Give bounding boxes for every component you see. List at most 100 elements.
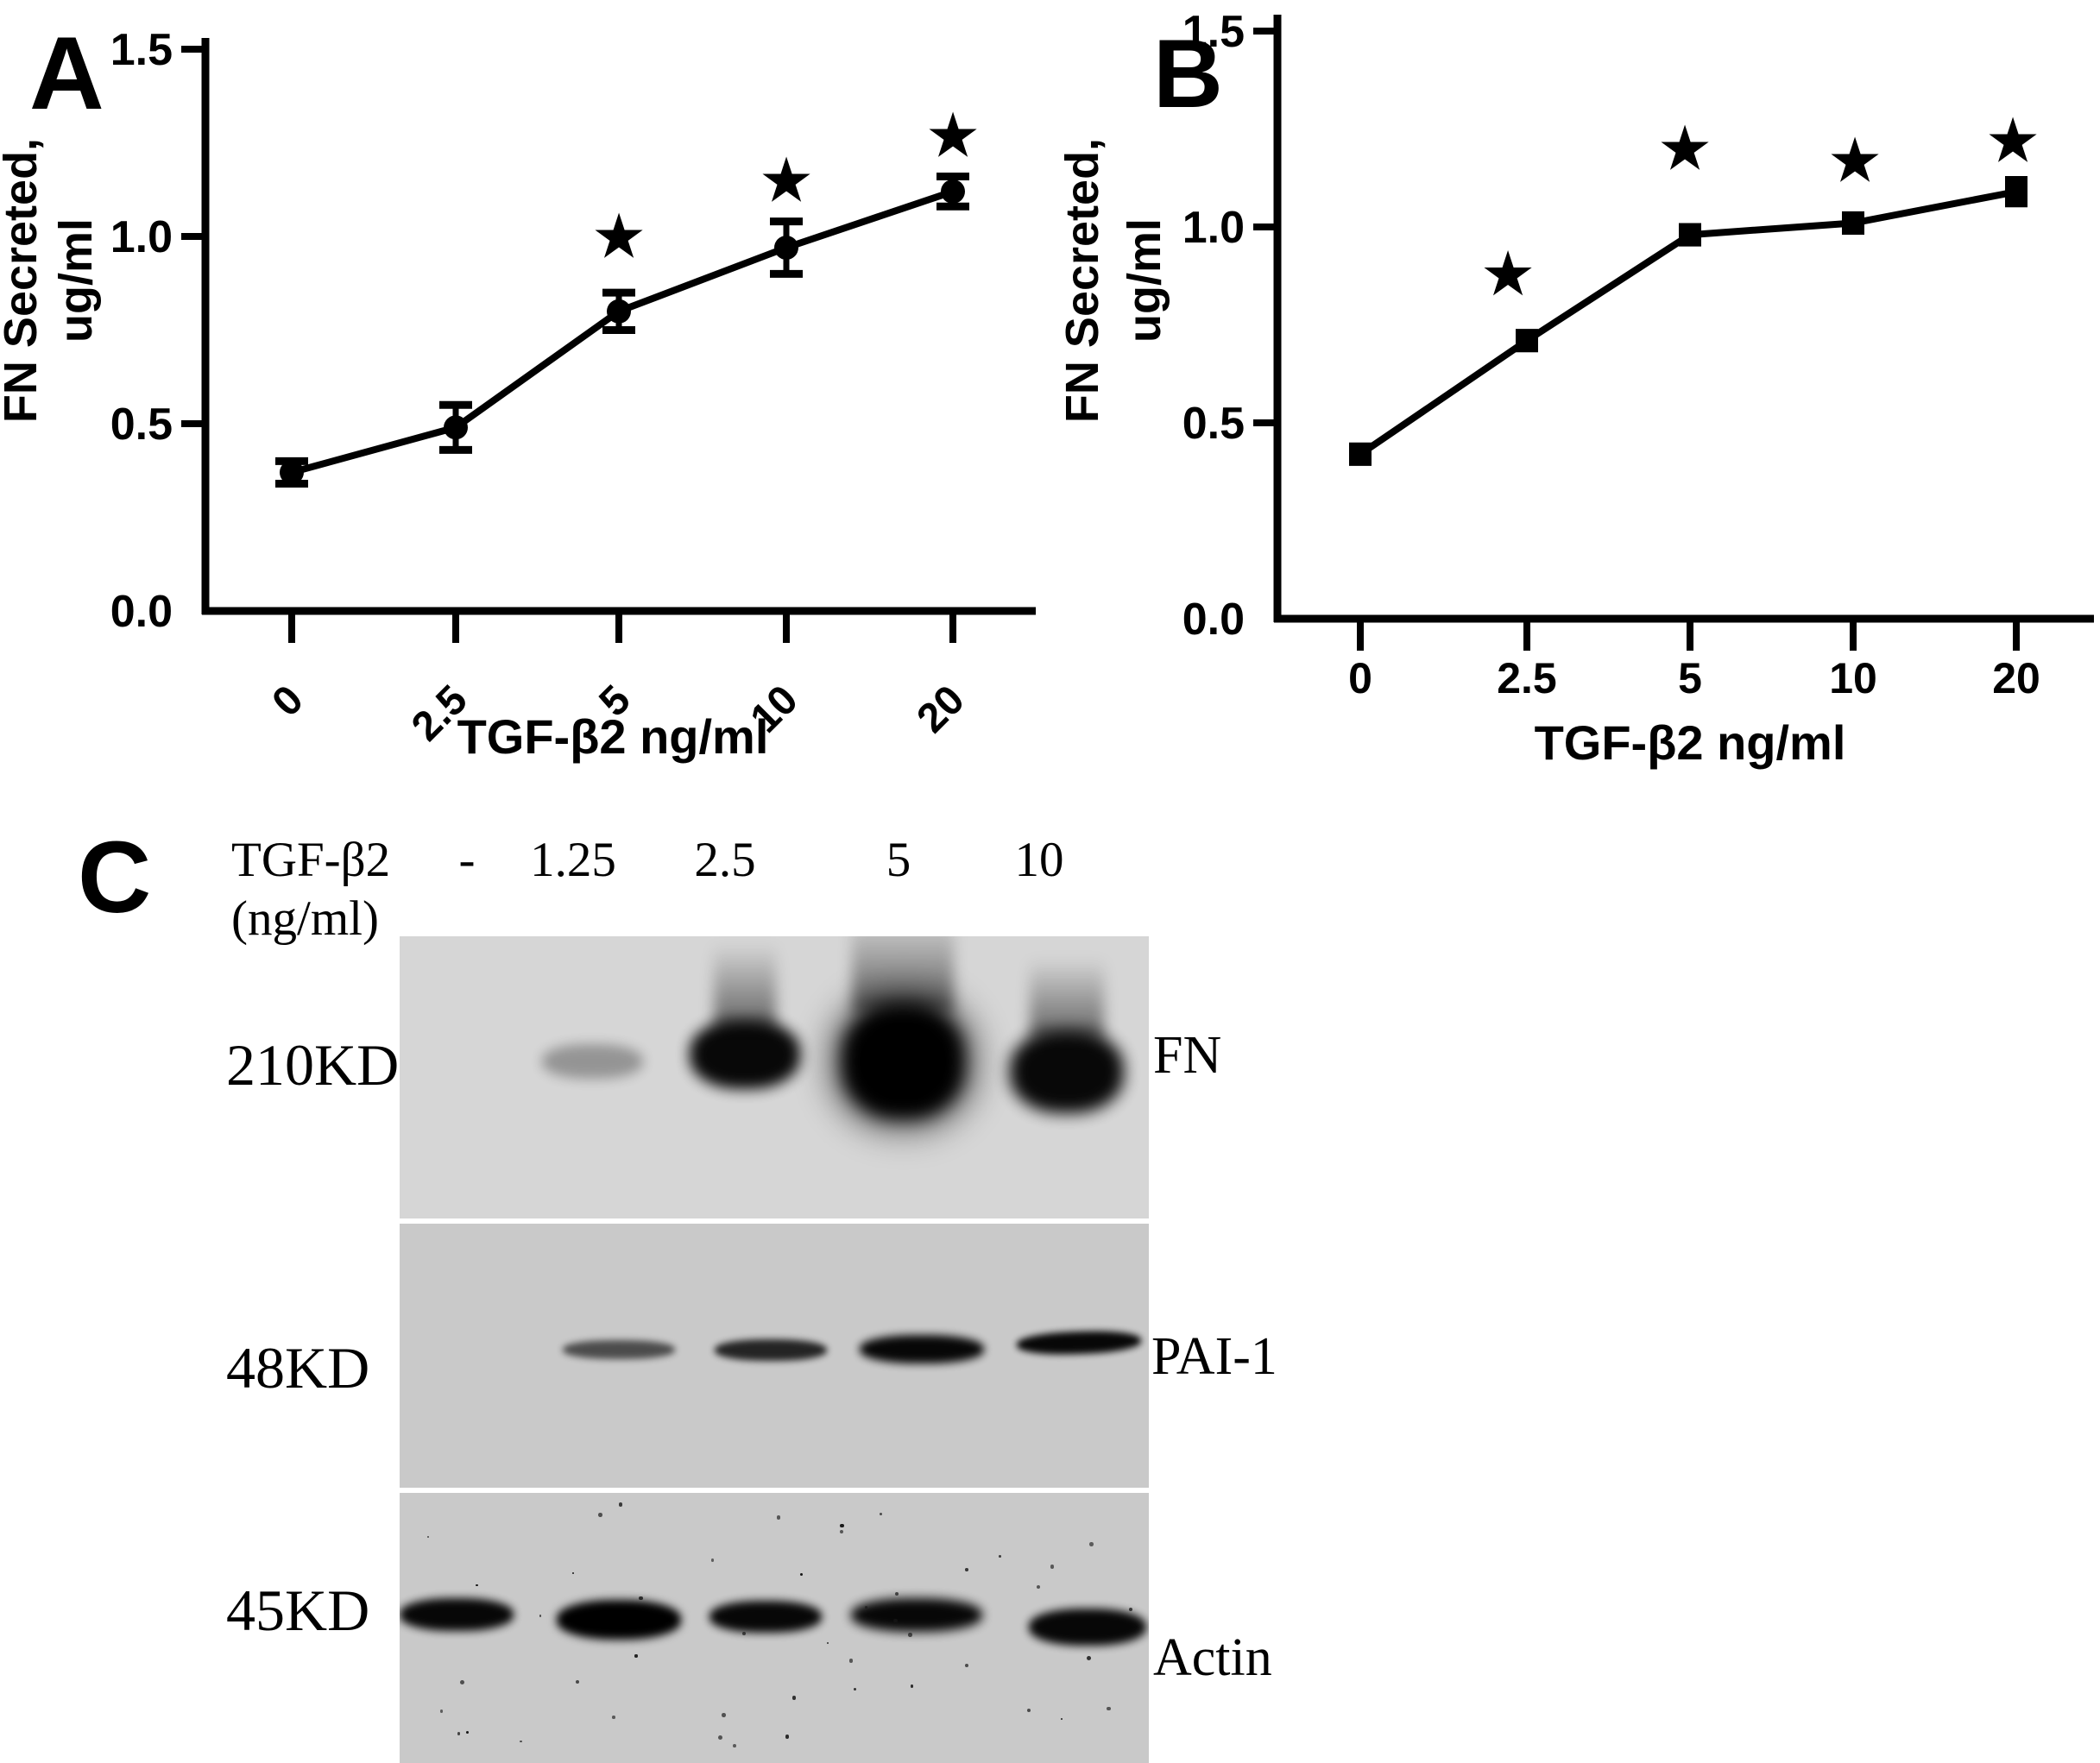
treatment-name-label: TGF-β2	[231, 833, 391, 887]
x-axis-title: TGF-β2 ng/ml	[1535, 715, 1846, 770]
data-point	[774, 236, 798, 261]
band-lane-3	[715, 1338, 827, 1361]
x-axis-title: TGF-β2 ng/ml	[457, 709, 769, 764]
film-speckle	[864, 1605, 868, 1609]
data-point	[2005, 180, 2027, 204]
film-speckle	[792, 1696, 797, 1700]
y-axis-title-line1: FN Secreted,	[1056, 138, 1108, 423]
band-smear	[1030, 959, 1104, 1041]
film-speckle	[894, 1591, 899, 1596]
film-speckle	[848, 1659, 854, 1663]
film-speckle	[964, 1664, 968, 1668]
x-tick-label: 10	[1829, 654, 1877, 702]
treatment-unit-label: (ng/ml)	[231, 891, 379, 946]
film-speckle	[1060, 1717, 1063, 1721]
film-speckle	[539, 1615, 542, 1618]
film-speckle	[910, 1684, 914, 1688]
film-speckle	[826, 1641, 829, 1644]
band-lane-3	[690, 1020, 800, 1089]
band-lane-4	[851, 1597, 982, 1632]
film-speckle	[440, 1709, 444, 1713]
film-speckle	[893, 1618, 899, 1623]
dose-label-1: -	[458, 833, 476, 887]
band-lane-3	[709, 1600, 822, 1633]
film-speckle	[1107, 1706, 1111, 1711]
film-speckle	[426, 1536, 430, 1539]
film-speckle	[799, 1572, 803, 1576]
film-speckle	[722, 1712, 726, 1717]
panel-letter: B	[1153, 20, 1223, 128]
film-speckle	[612, 1716, 615, 1720]
actin-western-blot-image	[400, 1493, 1149, 1763]
significance-star: ★	[1660, 117, 1709, 179]
y-tick-label: 0.5	[1182, 399, 1245, 449]
y-tick-label: 1.5	[1182, 7, 1245, 57]
significance-star: ★	[761, 149, 810, 211]
film-speckle	[634, 1654, 638, 1658]
y-axis-title-line2: ug/ml	[50, 218, 102, 343]
film-speckle	[597, 1512, 602, 1517]
significance-star: ★	[928, 104, 977, 167]
film-speckle	[840, 1523, 845, 1528]
y-axis-title-line2: ug/ml	[1119, 218, 1170, 343]
band-lane-4	[860, 1334, 984, 1363]
film-speckle	[1050, 1565, 1054, 1569]
pai1-protein-label: PAI-1	[1151, 1327, 1277, 1386]
fn-protein-label: FN	[1153, 1026, 1222, 1085]
significance-star: ★	[1830, 129, 1879, 192]
band-lane-4	[840, 1003, 966, 1120]
film-speckle	[457, 1732, 461, 1735]
film-speckle	[785, 1735, 789, 1739]
dose-label-2: 1.25	[530, 833, 616, 887]
y-tick-label: 0.0	[1182, 595, 1245, 645]
data-point	[280, 460, 304, 485]
pai1-molecular-weight-label: 48KD	[226, 1335, 370, 1401]
film-speckle	[853, 1687, 857, 1691]
film-speckle	[879, 1512, 882, 1515]
pai1-western-blot-image	[400, 1224, 1149, 1488]
film-speckle	[639, 1596, 643, 1601]
x-tick-label: 20	[909, 677, 974, 741]
film-speckle	[520, 1741, 522, 1743]
band-smear	[852, 936, 954, 1013]
data-point	[1842, 211, 1864, 235]
fn-molecular-weight-label: 210KD	[226, 1032, 400, 1098]
film-speckle	[965, 1568, 969, 1572]
dose-label-5: 10	[1014, 833, 1064, 887]
panel-B: 0.0 0.5 1.0 1.5 0 2.5 5 10 20 TGF-β2 ng/ml FN Secr…	[1056, 7, 2094, 770]
panel-letter: A	[29, 16, 104, 131]
film-speckle	[776, 1515, 781, 1520]
x-tick-label: 0	[1348, 654, 1372, 702]
band-lane-2	[541, 1044, 643, 1079]
film-speckle	[908, 1633, 912, 1637]
film-speckle	[618, 1502, 623, 1508]
dose-label-4: 5	[886, 833, 911, 887]
band-lane-2	[557, 1600, 681, 1640]
band-lane-5	[1029, 1608, 1146, 1646]
y-tick-label: 0.5	[110, 400, 173, 450]
film-speckle	[1037, 1585, 1041, 1590]
y-tick-label: 1.0	[110, 212, 173, 262]
film-speckle	[710, 1558, 715, 1563]
data-point	[1349, 443, 1372, 466]
film-speckle	[718, 1735, 723, 1741]
data-point	[444, 415, 468, 440]
x-tick-label: 2.5	[1497, 654, 1557, 702]
film-speckle	[1089, 1542, 1094, 1546]
film-speckle	[1129, 1608, 1133, 1612]
band-lane-5	[1010, 1030, 1124, 1113]
film-speckle	[1086, 1655, 1092, 1661]
significance-star: ★	[1988, 110, 2037, 172]
x-tick-label: 0	[263, 677, 312, 725]
y-tick-label: 0.0	[110, 587, 173, 637]
x-tick-label: 20	[1992, 654, 2040, 702]
significance-star: ★	[1483, 242, 1532, 305]
y-tick-label: 1.0	[1182, 203, 1245, 253]
film-speckle	[460, 1679, 465, 1684]
band-lane-5	[1016, 1329, 1142, 1357]
data-point	[607, 299, 631, 324]
film-speckle	[1027, 1708, 1031, 1713]
film-speckle	[572, 1572, 575, 1575]
